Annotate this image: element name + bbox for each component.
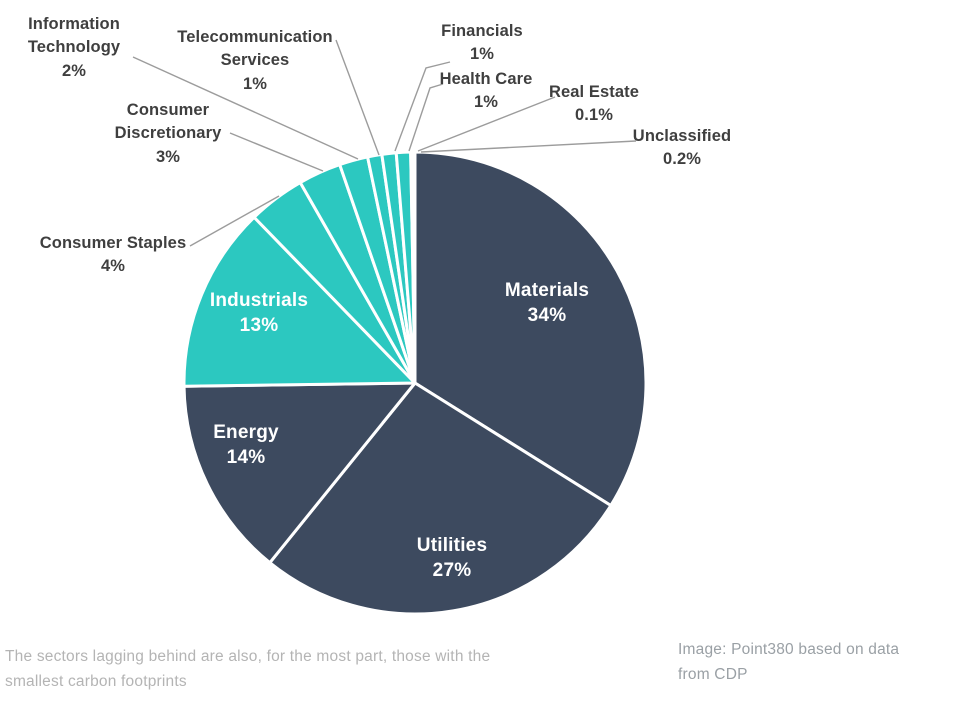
slice-label-utilities: Utilities 27% xyxy=(416,534,488,581)
leader-line-real-estate xyxy=(417,96,556,152)
slice-label-materials: Materials 34% xyxy=(504,279,590,326)
caption-text: The sectors lagging behind are also, for… xyxy=(5,648,491,690)
pie-slice-energy xyxy=(182,381,417,565)
callout-label-consumer-staples: Consumer Staples 4% xyxy=(39,234,187,276)
slice-label-energy: Energy 14% xyxy=(213,421,279,468)
slice-label-industrials: Industrials 13% xyxy=(209,289,309,336)
callout-label-telecommunication-services: Telecommunication Services 1% xyxy=(177,28,333,93)
image-credit-text: Image: Point380 based on data from CDP xyxy=(678,641,900,683)
callout-label-consumer-discretionary: Consumer Discretionary 3% xyxy=(114,101,222,166)
callout-label-information-technology: Information Technology 2% xyxy=(27,15,121,80)
callout-label-financials: Financials 1% xyxy=(441,22,523,64)
leader-line-consumer-staples xyxy=(189,195,280,247)
leader-line-financials xyxy=(394,61,451,152)
leader-line-health-care xyxy=(408,83,444,152)
pie-slice-unclassified xyxy=(410,150,417,385)
pie-slice-industrials xyxy=(182,215,417,388)
leader-line-consumer-discretionary xyxy=(229,132,324,172)
leader-line-unclassified xyxy=(420,140,637,153)
pie-slice-materials xyxy=(413,150,648,508)
callout-label-unclassified: Unclassified 0.2% xyxy=(632,127,732,169)
leader-line-telecommunication-services xyxy=(335,39,380,156)
callout-label-health-care: Health Care 1% xyxy=(439,70,533,112)
leader-line-information-technology xyxy=(132,56,359,160)
pie-slices xyxy=(182,150,648,616)
leader-lines xyxy=(132,39,637,247)
pie-slice-utilities xyxy=(268,381,613,616)
callout-label-real-estate: Real Estate 0.1% xyxy=(548,83,640,125)
